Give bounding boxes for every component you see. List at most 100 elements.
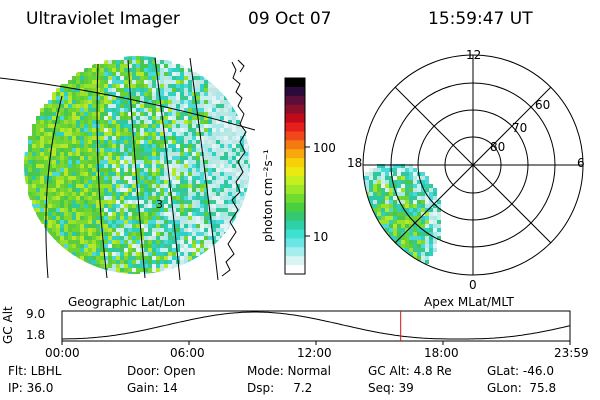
geo-pixel [244, 196, 248, 200]
geo-pixel [116, 148, 120, 152]
geo-pixel [96, 96, 100, 100]
geo-pixel [164, 184, 168, 188]
polar-pixel [377, 168, 381, 172]
geo-pixel [128, 56, 132, 60]
polar-pixel [373, 180, 377, 184]
geo-pixel [180, 208, 184, 212]
geo-pixel [136, 260, 140, 264]
geo-pixel [108, 196, 112, 200]
geo-pixel [248, 172, 250, 176]
colorbar-swatch [285, 167, 305, 177]
geo-pixel [112, 112, 116, 116]
geo-pixel [40, 124, 44, 128]
polar-pixel [357, 228, 361, 232]
polar-pixel [409, 272, 413, 275]
geo-pixel [68, 248, 72, 252]
geo-pixel [152, 228, 156, 232]
geo-pixel [192, 128, 196, 132]
geo-pixel [168, 204, 172, 208]
geo-pixel [120, 248, 124, 252]
geo-pixel [228, 200, 232, 204]
geo-pixel [76, 240, 80, 244]
geo-pixel [224, 188, 228, 192]
geo-pixel [168, 136, 172, 140]
geo-pixel [80, 104, 84, 108]
geo-pixel [68, 140, 72, 144]
geo-pixel [164, 188, 168, 192]
geo-pixel [180, 84, 184, 88]
geo-pixel [72, 84, 76, 88]
polar-pixel [421, 212, 425, 216]
geo-pixel [44, 112, 48, 116]
geo-pixel [40, 188, 44, 192]
geo-pixel [204, 132, 208, 136]
geo-pixel [64, 96, 68, 100]
geo-pixel [228, 196, 232, 200]
polar-pixel [363, 260, 365, 264]
polar-pixel [353, 216, 357, 220]
geo-pixel [236, 120, 240, 124]
geo-pixel [204, 244, 208, 248]
polar-pixel [437, 208, 441, 212]
polar-pixel [421, 252, 425, 256]
geo-pixel [180, 116, 184, 120]
polar-pixel [365, 188, 369, 192]
geo-pixel [236, 124, 240, 128]
geo-pixel [132, 252, 136, 256]
polar-pixel [417, 184, 421, 188]
geo-pixel [168, 104, 172, 108]
geo-pixel [120, 84, 124, 88]
geo-pixel [64, 120, 68, 124]
geo-pixel [36, 184, 40, 188]
geo-pixel [92, 140, 96, 144]
geo-pixel [216, 172, 220, 176]
geo-pixel [60, 180, 64, 184]
geo-pixel [200, 124, 204, 128]
polar-pixel [389, 228, 393, 232]
polar-pixel [381, 272, 385, 275]
geo-pixel [128, 240, 132, 244]
geo-pixel [112, 92, 116, 96]
polar-pixel [433, 248, 437, 252]
geo-pixel [124, 272, 128, 274]
polar-pixel [389, 212, 393, 216]
geo-pixel [212, 112, 216, 116]
geo-pixel [132, 272, 136, 274]
geo-pixel [40, 220, 44, 224]
geo-pixel [28, 196, 32, 200]
polar-pixel [413, 176, 417, 180]
geo-pixel [108, 132, 112, 136]
geo-pixel [184, 108, 188, 112]
geo-pixel [204, 84, 208, 88]
geo-pixel [152, 56, 156, 60]
geo-pixel [172, 168, 176, 172]
geo-pixel [132, 232, 136, 236]
geo-pixel [64, 168, 68, 172]
geo-pixel [108, 124, 112, 128]
polar-pixel [363, 200, 365, 204]
polar-pixel [409, 220, 413, 224]
geo-pixel [132, 136, 136, 140]
geo-pixel [24, 172, 28, 176]
geo-pixel [164, 80, 168, 84]
geo-pixel [144, 80, 148, 84]
geo-pixel [116, 100, 120, 104]
polar-pixel [413, 172, 417, 176]
geo-pixel [156, 208, 160, 212]
polar-pixel [369, 216, 373, 220]
geo-pixel [96, 140, 100, 144]
polar-pixel [413, 268, 417, 272]
geo-pixel [112, 72, 116, 76]
geo-pixel [144, 88, 148, 92]
geo-pixel [96, 196, 100, 200]
geo-pixel [148, 116, 152, 120]
geo-pixel [116, 236, 120, 240]
geo-pixel [40, 196, 44, 200]
polar-pixel [389, 200, 393, 204]
geo-pixel [104, 116, 108, 120]
geo-pixel [188, 240, 192, 244]
polar-pixel [357, 256, 361, 260]
geo-pixel [184, 92, 188, 96]
geo-pixel [120, 148, 124, 152]
geo-pixel [220, 100, 224, 104]
